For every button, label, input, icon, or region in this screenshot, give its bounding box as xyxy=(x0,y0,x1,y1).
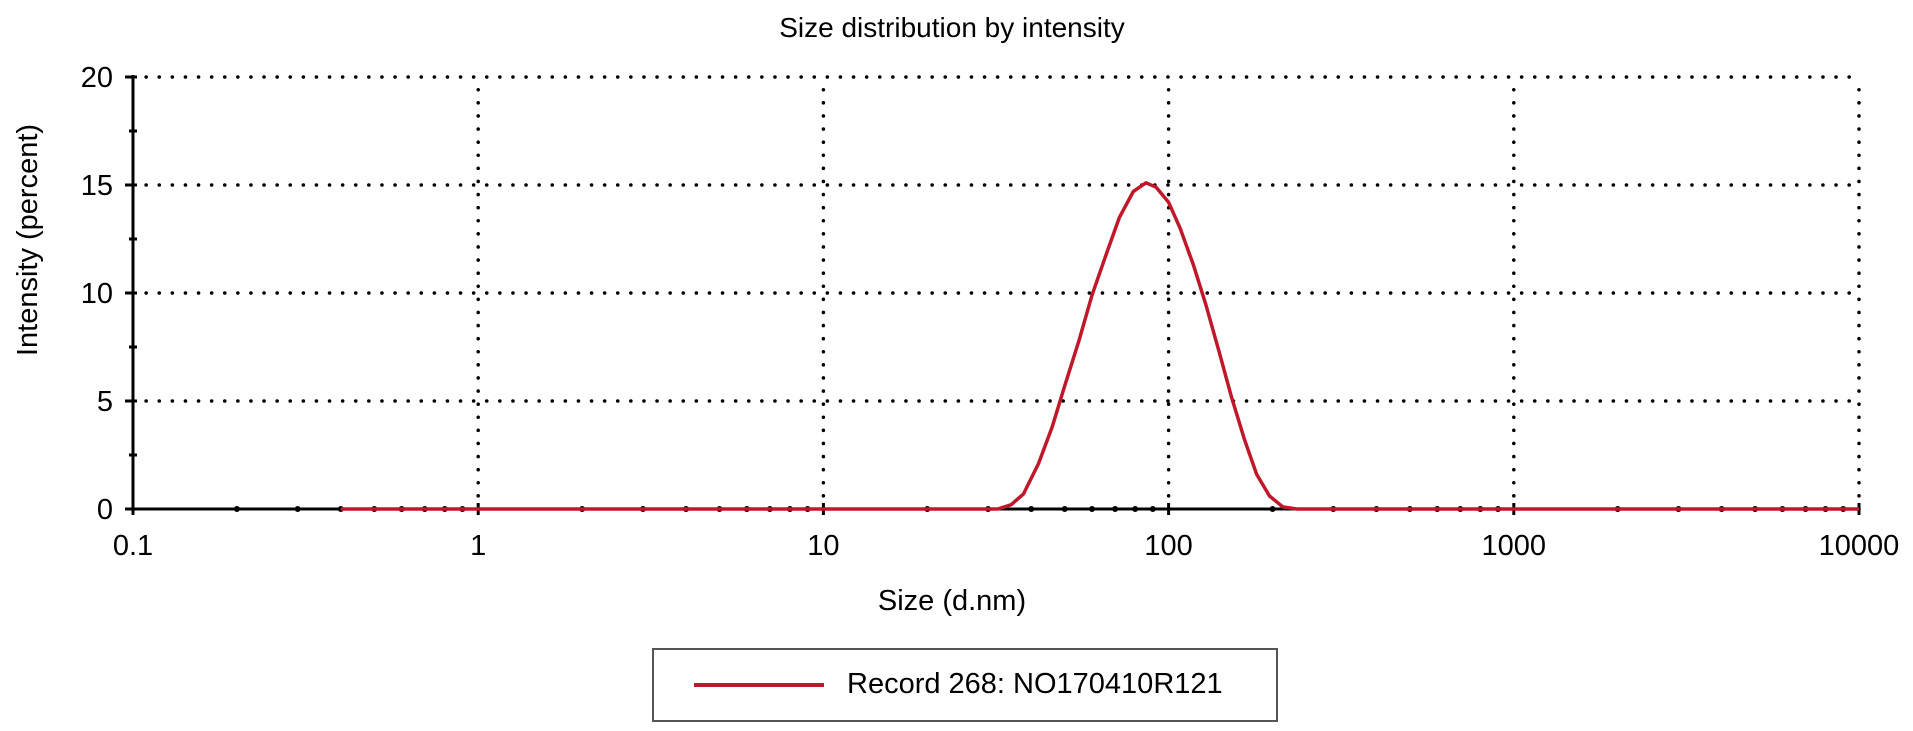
legend-swatch xyxy=(694,683,824,687)
x-minor-tick xyxy=(1112,506,1119,512)
y-axis-ticks: 0 5 10 15 20 xyxy=(81,62,137,526)
y-axis-label: Intensity (percent) xyxy=(12,124,44,356)
x-axis-ticks: 0.1 1 10 100 1000 10000 xyxy=(113,503,1899,562)
x-tick-label: 100 xyxy=(1144,530,1192,562)
x-tick-label: 1000 xyxy=(1482,530,1547,562)
legend: Record 268: NO170410R121 xyxy=(652,648,1278,722)
chart-title: Size distribution by intensity xyxy=(779,12,1125,43)
y-tick-label: 10 xyxy=(81,278,113,310)
grid xyxy=(131,75,1861,511)
x-minor-tick xyxy=(1132,506,1139,512)
x-minor-tick xyxy=(294,506,301,512)
x-minor-tick xyxy=(233,506,240,512)
y-tick-label: 20 xyxy=(81,62,113,94)
x-axis-label: Size (d.nm) xyxy=(878,585,1026,617)
x-minor-tick xyxy=(1149,506,1156,512)
y-tick-label: 15 xyxy=(81,170,113,202)
x-tick-label: 1 xyxy=(470,530,486,562)
y-tick-label: 0 xyxy=(97,494,113,526)
x-tick-label: 10000 xyxy=(1819,530,1900,562)
x-minor-tick xyxy=(1061,506,1068,512)
x-minor-tick xyxy=(1089,506,1096,512)
series-line xyxy=(340,181,1859,511)
x-minor-tick xyxy=(1028,506,1035,512)
series-layer xyxy=(340,181,1859,511)
legend-label: Record 268: NO170410R121 xyxy=(847,668,1223,700)
x-minor-tick xyxy=(1269,506,1276,512)
x-tick-label: 0.1 xyxy=(113,530,153,562)
x-tick-label: 10 xyxy=(807,530,839,562)
y-tick-label: 5 xyxy=(97,386,113,418)
